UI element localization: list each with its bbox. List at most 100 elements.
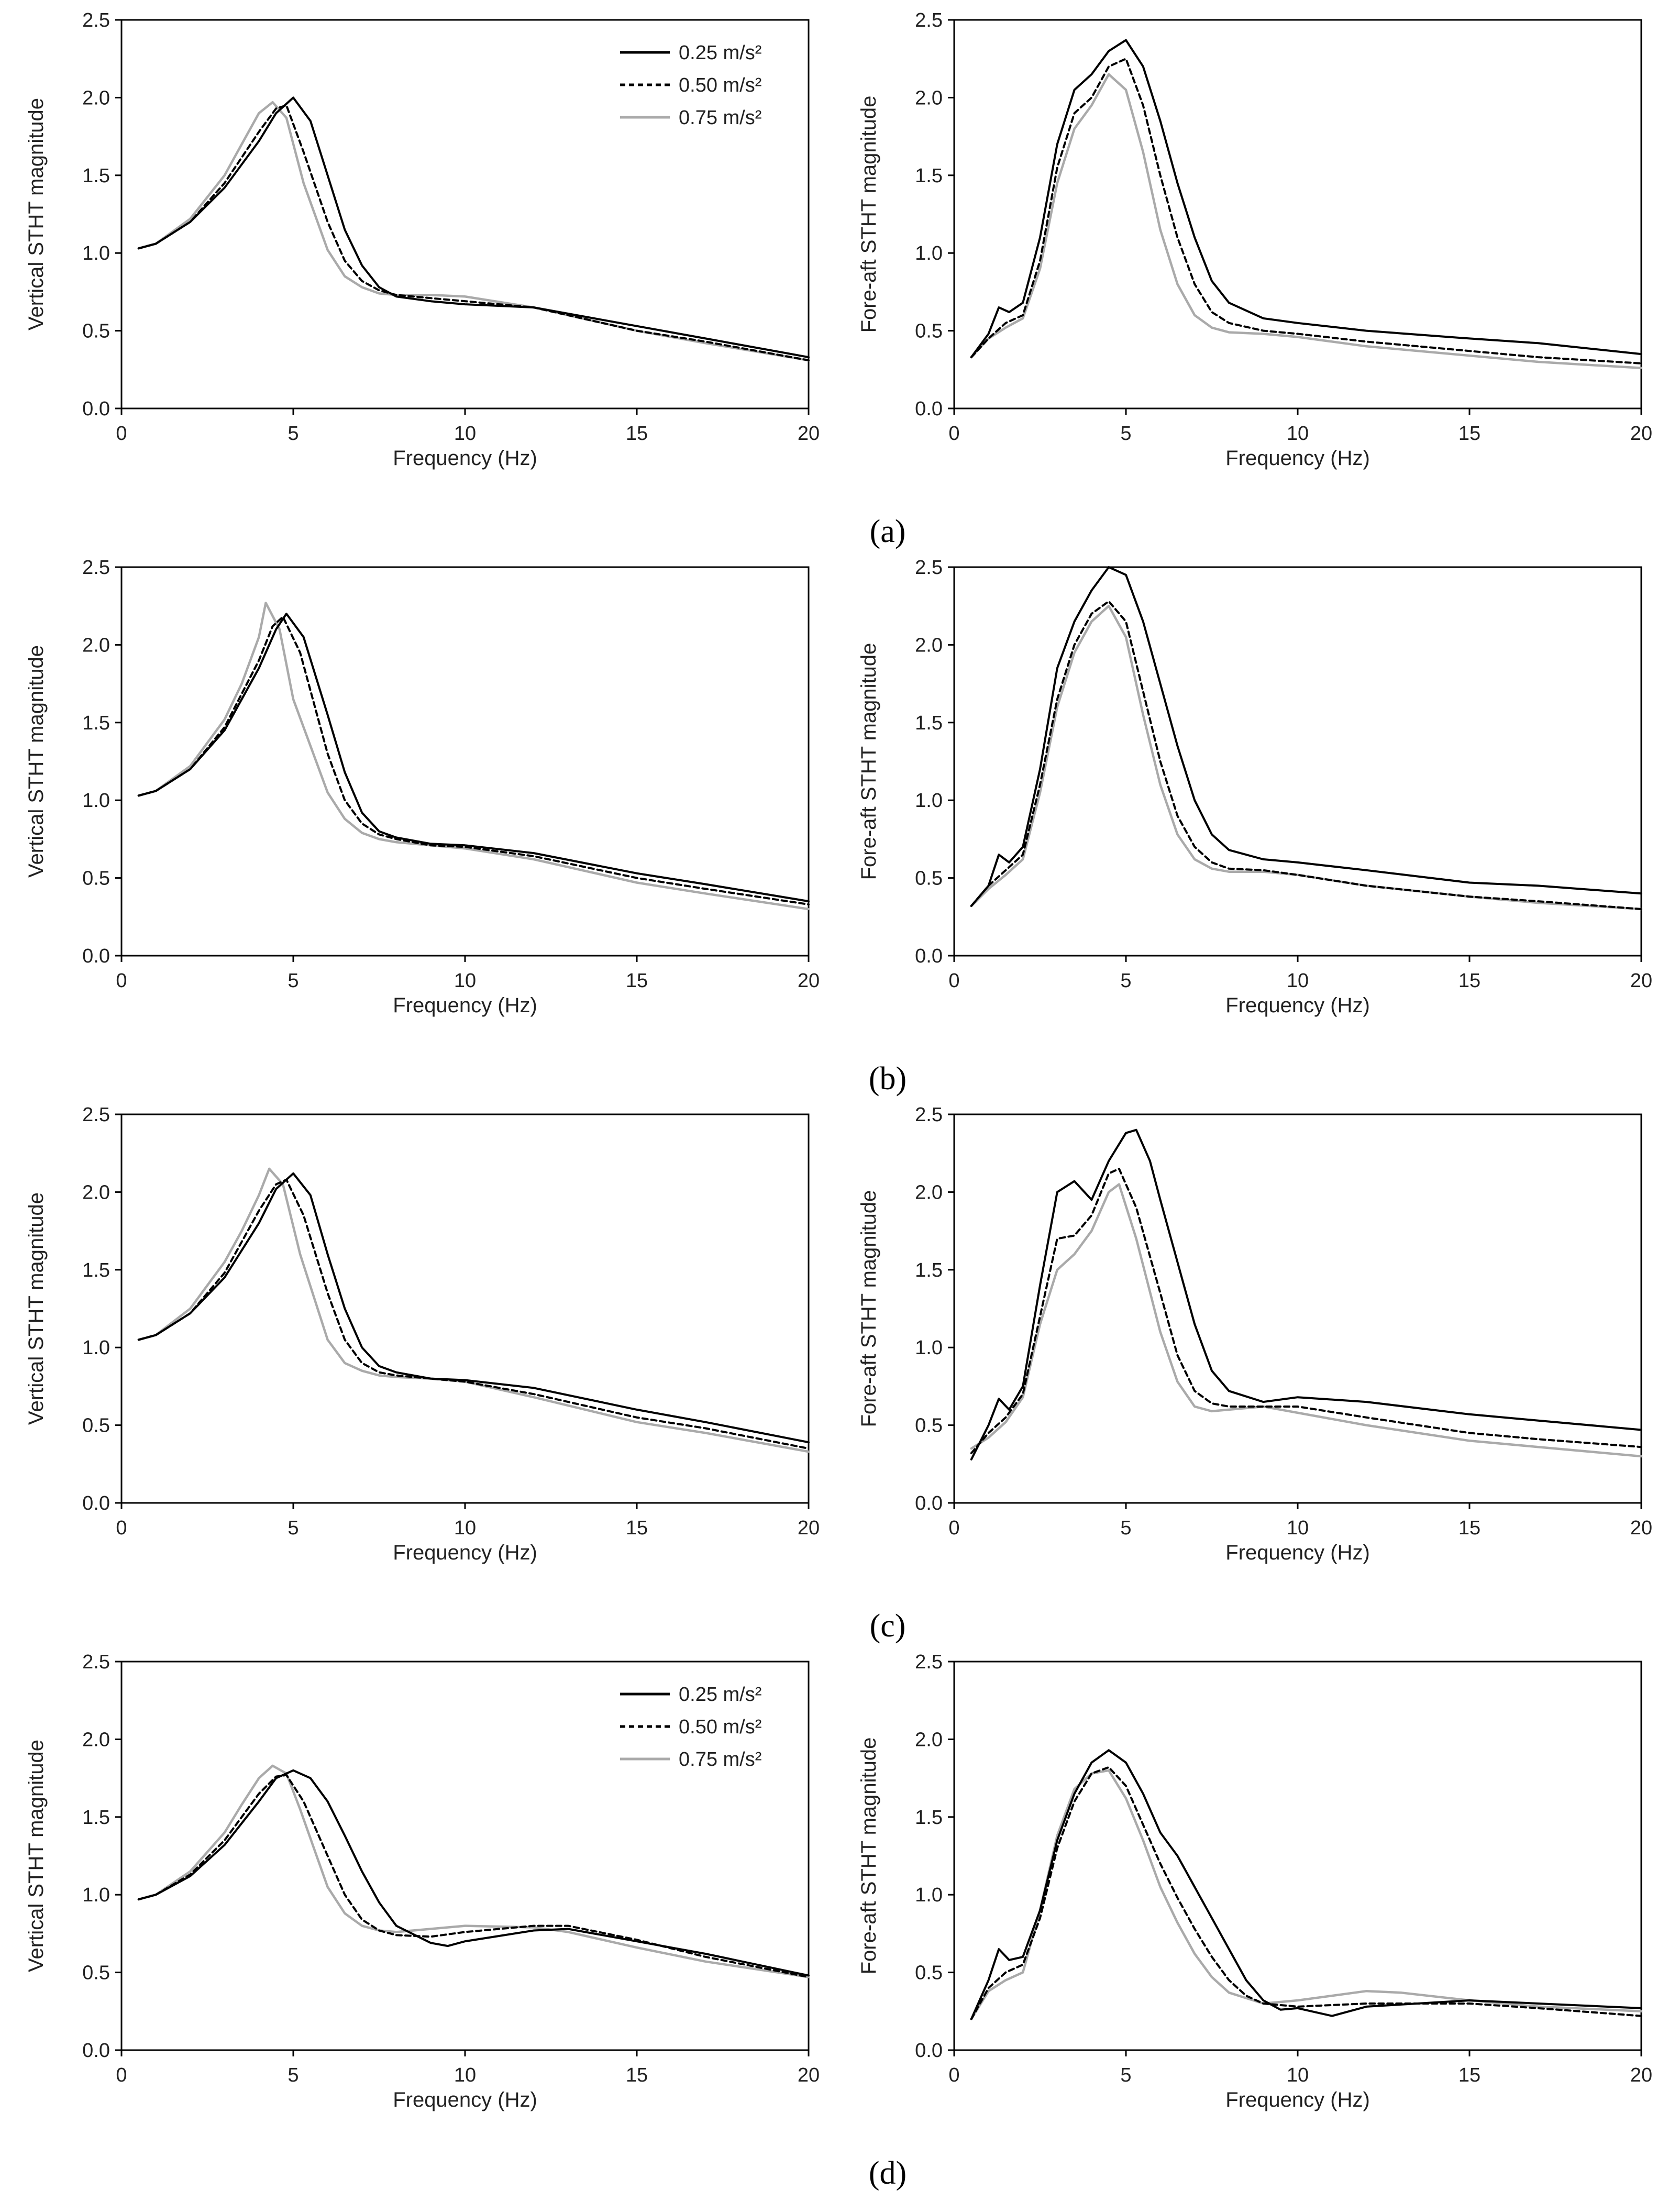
y-tick-label: 1.0 xyxy=(82,242,110,264)
x-axis-label: Frequency (Hz) xyxy=(393,447,537,470)
y-axis-label: Fore-aft STHT magnitude xyxy=(857,1190,880,1428)
x-tick-label: 20 xyxy=(798,970,820,992)
y-tick-label: 1.5 xyxy=(915,165,943,187)
y-tick-label: 1.5 xyxy=(915,1259,943,1281)
legend-label: 0.50 m/s² xyxy=(679,74,761,96)
y-tick-label: 2.0 xyxy=(82,634,110,656)
y-axis-label: Vertical STHT magnitude xyxy=(25,1192,48,1425)
y-tick-label: 1.5 xyxy=(915,1807,943,1829)
caption-a: (a) xyxy=(870,514,906,549)
legend-label: 0.50 m/s² xyxy=(679,1716,761,1738)
x-tick-label: 15 xyxy=(626,423,648,445)
legend: 0.25 m/s² 0.50 m/s² 0.75 m/s² xyxy=(620,42,761,129)
x-tick-label: 15 xyxy=(1458,1517,1480,1539)
y-tick-label: 2.5 xyxy=(915,9,943,31)
y-tick-label: 1.0 xyxy=(82,1884,110,1906)
y-tick-label: 0.5 xyxy=(82,1415,110,1437)
series-line-0-25 xyxy=(970,1749,1642,2020)
caption-c: (c) xyxy=(870,1608,906,1644)
y-tick-label: 0.5 xyxy=(915,868,943,890)
y-tick-label: 1.0 xyxy=(915,1884,943,1906)
y-tick-label: 2.5 xyxy=(82,9,110,31)
x-axis-label: Frequency (Hz) xyxy=(1225,2088,1370,2111)
y-tick-label: 2.5 xyxy=(915,1104,943,1126)
x-tick-label: 5 xyxy=(288,423,299,445)
x-tick-label: 5 xyxy=(288,2064,299,2086)
y-tick-label: 0.5 xyxy=(915,1962,943,1984)
y-tick-label: 0.5 xyxy=(82,868,110,890)
x-tick-label: 20 xyxy=(798,2064,820,2086)
caption-b: (b) xyxy=(869,1061,907,1097)
y-tick-label: 0.0 xyxy=(82,945,110,967)
x-axis-label: Frequency (Hz) xyxy=(1225,447,1370,470)
series-line-0-75 xyxy=(137,101,810,362)
charts-layer: 0.0 0.5 1.0 1.5 2.0 2.5 0 5 10 15 20 Frequency (Hz)… xyxy=(25,9,1652,2111)
chart-panel-a-vertical: 0.0 0.5 1.0 1.5 2.0 2.5 0 5 10 15 20 Frequency (Hz)… xyxy=(25,9,820,470)
y-tick-label: 0.5 xyxy=(915,1415,943,1437)
y-tick-label: 0.0 xyxy=(82,398,110,420)
series-line-0-75 xyxy=(970,73,1643,370)
series-line-0-25 xyxy=(970,39,1642,359)
y-tick-label: 2.0 xyxy=(82,1729,110,1751)
x-tick-label: 10 xyxy=(1287,423,1309,445)
series-line-0-50 xyxy=(137,1774,810,1978)
series-line-0-25 xyxy=(970,566,1642,907)
x-tick-label: 10 xyxy=(1287,1517,1309,1539)
series-line-0-25 xyxy=(970,1128,1642,1460)
x-tick-label: 0 xyxy=(948,2064,959,2086)
y-tick-label: 2.5 xyxy=(82,1651,110,1673)
y-tick-label: 2.0 xyxy=(915,634,943,656)
y-axis-label: Fore-aft STHT magnitude xyxy=(857,96,880,333)
y-tick-label: 0.5 xyxy=(915,320,943,342)
y-tick-label: 2.5 xyxy=(82,557,110,579)
y-tick-label: 1.5 xyxy=(82,1259,110,1281)
x-tick-label: 5 xyxy=(1120,970,1131,992)
legend-label: 0.75 m/s² xyxy=(679,1749,761,1771)
y-tick-label: 2.5 xyxy=(82,1104,110,1126)
x-tick-label: 15 xyxy=(626,2064,648,2086)
x-tick-label: 0 xyxy=(948,1517,959,1539)
y-tick-label: 0.0 xyxy=(915,2040,943,2062)
chart-panel-d-foreaft: 0.0 0.5 1.0 1.5 2.0 2.5 0 5 10 15 20 Frequency (Hz)… xyxy=(857,1651,1652,2111)
x-tick-label: 5 xyxy=(1120,423,1131,445)
x-tick-label: 15 xyxy=(626,1517,648,1539)
x-axis-label: Frequency (Hz) xyxy=(393,2088,537,2111)
series-line-0-75 xyxy=(970,604,1643,911)
y-tick-label: 1.5 xyxy=(915,712,943,734)
y-tick-label: 2.0 xyxy=(915,87,943,109)
x-tick-label: 15 xyxy=(1458,2064,1480,2086)
series-line-0-25 xyxy=(137,613,810,903)
x-tick-label: 20 xyxy=(1630,1517,1652,1539)
x-tick-label: 5 xyxy=(1120,1517,1131,1539)
x-axis-label: Frequency (Hz) xyxy=(1225,1541,1370,1564)
y-tick-label: 1.5 xyxy=(82,165,110,187)
x-axis-label: Frequency (Hz) xyxy=(1225,994,1370,1017)
series-line-0-50 xyxy=(970,1167,1642,1454)
x-tick-label: 15 xyxy=(1458,423,1480,445)
y-tick-label: 0.5 xyxy=(82,1962,110,1984)
y-tick-label: 1.0 xyxy=(915,1337,943,1359)
x-tick-label: 5 xyxy=(288,1517,299,1539)
y-tick-label: 1.0 xyxy=(915,242,943,264)
series-line-0-50 xyxy=(137,616,810,906)
chart-panel-c-foreaft: 0.0 0.5 1.0 1.5 2.0 2.5 0 5 10 15 20 Frequency (Hz)… xyxy=(857,1104,1652,1564)
series-line-0-50 xyxy=(970,600,1642,910)
legend-label: 0.25 m/s² xyxy=(679,42,761,64)
x-tick-label: 15 xyxy=(1458,970,1480,992)
y-tick-label: 2.0 xyxy=(82,87,110,109)
y-tick-label: 2.0 xyxy=(82,1181,110,1203)
legend-label: 0.75 m/s² xyxy=(679,107,761,129)
series-line-0-25 xyxy=(137,1769,810,1977)
x-tick-label: 10 xyxy=(454,423,476,445)
x-tick-label: 10 xyxy=(1287,970,1309,992)
y-tick-label: 2.5 xyxy=(915,1651,943,1673)
x-tick-label: 5 xyxy=(288,970,299,992)
x-tick-label: 15 xyxy=(626,970,648,992)
caption-d: (d) xyxy=(869,2155,907,2191)
y-tick-label: 0.0 xyxy=(82,2040,110,2062)
x-tick-label: 20 xyxy=(1630,970,1652,992)
y-tick-label: 1.5 xyxy=(82,1807,110,1829)
chart-panel-b-vertical: 0.0 0.5 1.0 1.5 2.0 2.5 0 5 10 15 20 Frequency (Hz)… xyxy=(25,557,820,1017)
legend-label: 0.25 m/s² xyxy=(679,1684,761,1706)
